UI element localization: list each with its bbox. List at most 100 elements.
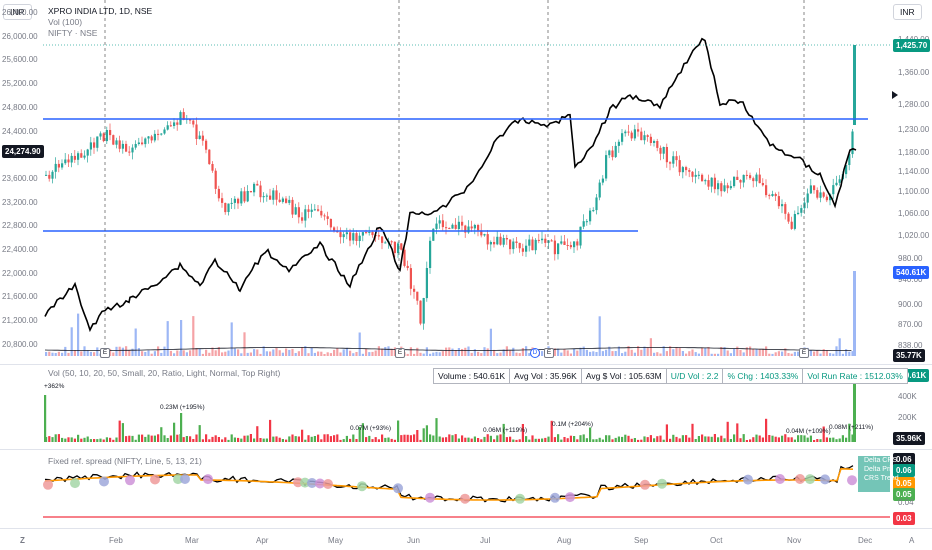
volume-bar <box>180 320 183 356</box>
candle-body <box>205 140 208 150</box>
volume-bar <box>621 436 624 442</box>
candle-body <box>221 198 224 203</box>
volume-legend[interactable]: Vol (100) <box>48 17 83 27</box>
volume-bar <box>137 348 140 356</box>
volume-bar <box>438 352 441 356</box>
currency-right-button[interactable]: INR <box>893 4 922 20</box>
volume-bar <box>416 347 419 356</box>
earnings-marker[interactable]: E <box>395 348 405 358</box>
spread-indicator-legend[interactable]: Fixed ref. spread (NIFTY, Line, 5, 13, 2… <box>48 456 202 466</box>
volume-bar <box>201 439 204 442</box>
spread-signal-dot <box>847 475 857 486</box>
pane-separator-volume[interactable] <box>0 364 932 365</box>
volume-bar <box>249 434 252 442</box>
candle-body <box>361 232 364 236</box>
right-axis-tick: 1,020.00 <box>898 231 930 240</box>
pane-separator-spread[interactable] <box>0 449 932 450</box>
volume-bar <box>486 434 489 442</box>
volume-bar <box>317 351 320 356</box>
volume-bar <box>291 434 294 442</box>
volume-bar <box>147 434 150 442</box>
volume-bar <box>230 434 233 442</box>
candle-body <box>509 239 512 250</box>
spread-signal-dot <box>565 492 575 503</box>
candle-body <box>134 144 137 148</box>
candle-body <box>531 239 534 251</box>
volume-bar <box>697 436 700 442</box>
volume-bar <box>573 348 576 356</box>
volume-bar <box>221 439 224 442</box>
candle-body <box>640 131 643 141</box>
volume-bar <box>259 438 262 442</box>
symbol-title[interactable]: XPRO INDIA LTD, 1D, NSE <box>48 6 153 16</box>
volume-bar <box>509 350 512 356</box>
volume-bar <box>301 429 304 442</box>
candle-body <box>384 242 387 244</box>
volume-bar <box>457 348 460 356</box>
volume-bar <box>691 349 694 356</box>
candle-body <box>726 185 729 189</box>
volume-bar <box>835 439 838 442</box>
volume-bar <box>605 435 608 442</box>
volume-bar <box>499 352 502 356</box>
currency-left-button[interactable]: INR <box>3 4 32 20</box>
volume-bar <box>813 351 816 356</box>
volume-bar <box>806 437 809 442</box>
volume-bar <box>336 348 339 356</box>
candle-body <box>304 209 307 221</box>
tradingview-logo-icon[interactable]: Z <box>20 536 25 545</box>
volume-bar <box>534 438 537 442</box>
dividend-marker[interactable]: D <box>530 348 540 358</box>
candle-body <box>672 156 675 164</box>
volume-bar <box>445 347 448 356</box>
candle-body <box>195 124 198 139</box>
volume-bar <box>128 435 131 442</box>
volume-bar <box>467 346 470 356</box>
volume-bar <box>851 434 854 442</box>
volume-indicator-legend[interactable]: Vol (50, 10, 20, 50, Small, 20, Ratio, L… <box>48 368 281 378</box>
volume-bar <box>57 351 60 356</box>
volume-bar <box>125 346 128 356</box>
volume-bar <box>345 347 348 356</box>
volume-bar <box>125 436 128 442</box>
volume-bar <box>368 435 371 442</box>
volume-bar <box>617 346 620 356</box>
volume-bar <box>777 437 780 442</box>
candle-body <box>480 230 483 236</box>
volume-bar <box>659 353 662 356</box>
candle-body <box>237 198 240 204</box>
volume-bar <box>150 353 153 356</box>
volume-bar <box>758 435 761 442</box>
volume-bar <box>528 439 531 442</box>
volume-bar <box>205 434 208 442</box>
candle-body <box>749 175 752 179</box>
candle-body <box>592 210 595 212</box>
volume-bar <box>464 437 467 442</box>
candle-body <box>368 232 371 233</box>
volume-bar <box>169 350 172 356</box>
volume-bar <box>797 435 800 442</box>
candle-body <box>233 198 236 203</box>
spread-signal-dot <box>357 481 367 492</box>
volume-bar <box>323 354 326 356</box>
candle-body <box>182 112 185 120</box>
volume-bar <box>774 436 777 442</box>
earnings-marker[interactable]: E <box>100 348 110 358</box>
earnings-marker[interactable]: E <box>544 348 554 358</box>
compare-legend[interactable]: NIFTY · NSE <box>48 28 98 38</box>
candle-body <box>432 228 435 241</box>
time-axis-label: Sep <box>634 536 649 545</box>
candle-body <box>441 220 444 228</box>
volume-bar <box>739 438 742 442</box>
earnings-marker[interactable]: E <box>799 348 809 358</box>
volume-bar <box>80 438 83 442</box>
candle-body <box>249 191 252 193</box>
candle-body <box>371 232 374 236</box>
volume-bar <box>333 349 336 356</box>
volume-bar <box>413 434 416 442</box>
auto-scale-button[interactable]: A <box>909 536 915 545</box>
volume-bar <box>832 437 835 442</box>
spread-tag-1: 0.06 <box>893 453 915 466</box>
candle-body <box>173 122 176 126</box>
